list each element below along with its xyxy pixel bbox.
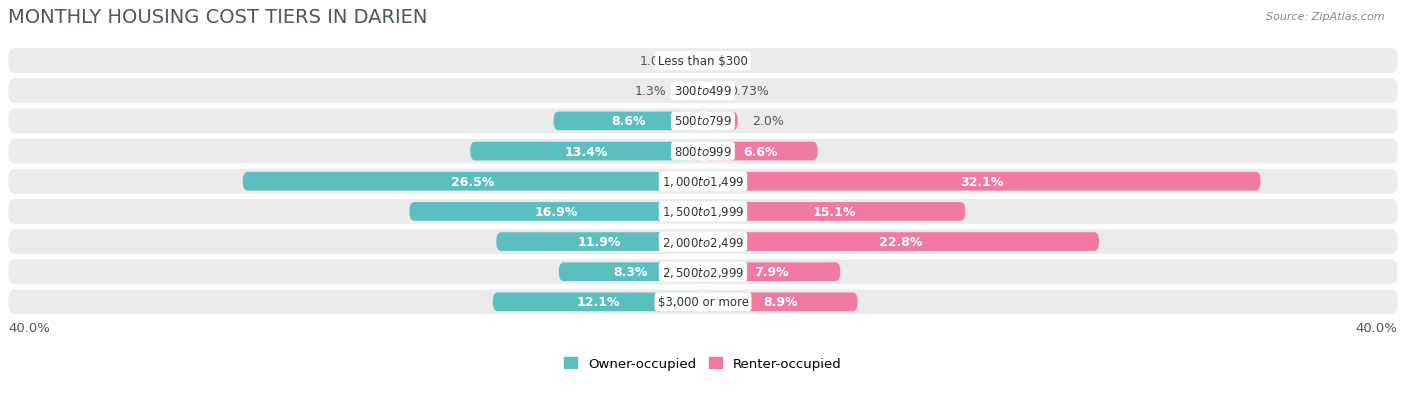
Text: 0.0%: 0.0% [717,55,749,68]
Text: 8.9%: 8.9% [763,296,797,309]
Text: 13.4%: 13.4% [565,145,609,158]
Text: $2,500 to $2,999: $2,500 to $2,999 [662,265,744,279]
FancyBboxPatch shape [8,49,1398,74]
Text: 40.0%: 40.0% [8,321,51,334]
Text: 40.0%: 40.0% [1355,321,1398,334]
Text: 22.8%: 22.8% [879,235,922,249]
FancyBboxPatch shape [8,79,1398,104]
Text: 1.3%: 1.3% [634,85,666,98]
FancyBboxPatch shape [554,112,703,131]
FancyBboxPatch shape [8,199,1398,224]
Text: 7.9%: 7.9% [754,266,789,278]
FancyBboxPatch shape [8,109,1398,134]
Text: $3,000 or more: $3,000 or more [658,296,748,309]
Text: MONTHLY HOUSING COST TIERS IN DARIEN: MONTHLY HOUSING COST TIERS IN DARIEN [8,8,427,27]
Text: 2.0%: 2.0% [752,115,783,128]
FancyBboxPatch shape [686,52,703,71]
Text: 15.1%: 15.1% [813,205,856,218]
Text: 12.1%: 12.1% [576,296,620,309]
Text: 11.9%: 11.9% [578,235,621,249]
Text: $800 to $999: $800 to $999 [673,145,733,158]
Text: $300 to $499: $300 to $499 [673,85,733,98]
Text: 1.0%: 1.0% [640,55,672,68]
Text: 16.9%: 16.9% [534,205,578,218]
Text: 0.73%: 0.73% [730,85,769,98]
FancyBboxPatch shape [409,202,703,221]
FancyBboxPatch shape [8,139,1398,164]
FancyBboxPatch shape [496,233,703,252]
Text: $1,000 to $1,499: $1,000 to $1,499 [662,175,744,189]
FancyBboxPatch shape [558,263,703,281]
FancyBboxPatch shape [494,293,703,311]
FancyBboxPatch shape [703,293,858,311]
Text: Less than $300: Less than $300 [658,55,748,68]
Text: Source: ZipAtlas.com: Source: ZipAtlas.com [1267,12,1385,22]
FancyBboxPatch shape [8,260,1398,285]
FancyBboxPatch shape [8,290,1398,315]
Text: 26.5%: 26.5% [451,176,495,188]
Text: 8.3%: 8.3% [613,266,648,278]
FancyBboxPatch shape [243,173,703,191]
Text: $2,000 to $2,499: $2,000 to $2,499 [662,235,744,249]
FancyBboxPatch shape [703,142,818,161]
FancyBboxPatch shape [703,82,716,101]
FancyBboxPatch shape [703,233,1099,252]
FancyBboxPatch shape [470,142,703,161]
FancyBboxPatch shape [703,112,738,131]
FancyBboxPatch shape [703,202,966,221]
FancyBboxPatch shape [8,169,1398,194]
Text: 6.6%: 6.6% [742,145,778,158]
Text: 8.6%: 8.6% [612,115,645,128]
Text: $500 to $799: $500 to $799 [673,115,733,128]
FancyBboxPatch shape [703,173,1260,191]
FancyBboxPatch shape [681,82,703,101]
Text: 32.1%: 32.1% [960,176,1004,188]
FancyBboxPatch shape [8,230,1398,254]
FancyBboxPatch shape [703,263,841,281]
Legend: Owner-occupied, Renter-occupied: Owner-occupied, Renter-occupied [560,352,846,376]
Text: $1,500 to $1,999: $1,500 to $1,999 [662,205,744,219]
